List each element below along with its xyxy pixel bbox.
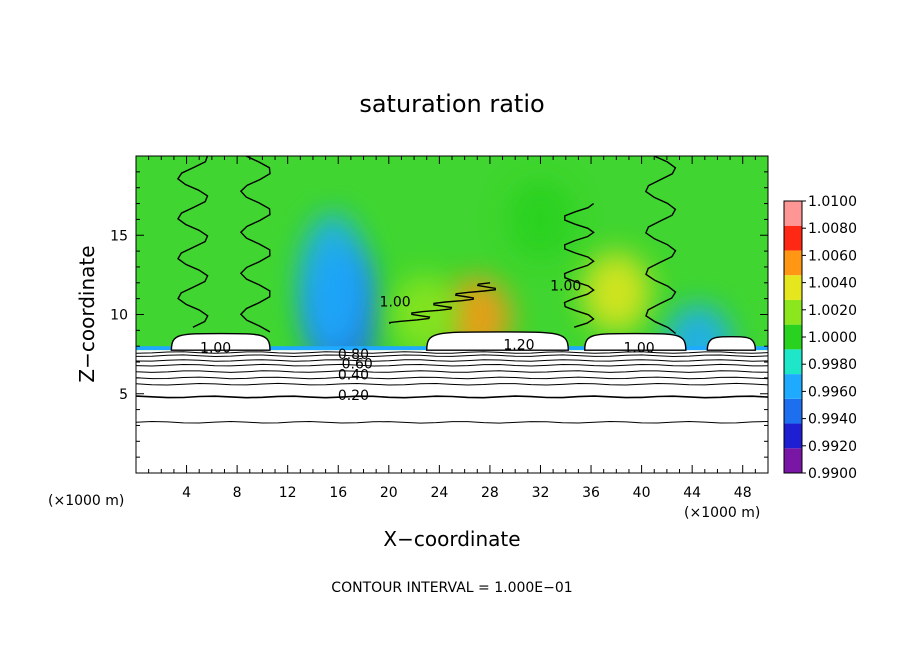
x-tick-label: 16 [329,485,347,501]
cloud-region [426,331,569,351]
x-tick-label: 8 [233,485,242,501]
saturation-contour [388,282,497,325]
stable-contour [136,376,768,380]
colorbar-segment [784,324,802,350]
saturation-contour [239,156,271,333]
contour-label: 0.60 [342,356,373,372]
saturation-contour [176,156,209,328]
x-tick-label: 4 [182,485,191,501]
contour-interval-note: CONTOUR INTERVAL = 1.000E−01 [331,580,572,596]
cloud-contour [706,335,757,351]
x-axis-label: X−coordinate [383,527,520,551]
contour-labels: 1.00 1.20 1.00 1.00 1.00 0.800.600.40 0.20 [200,279,655,404]
x-tick-label: 28 [481,485,499,501]
y-axis: 5 10 15 [110,171,768,458]
saturation-contour [563,203,595,328]
stable-contour [136,354,768,358]
colorbar-label: 0.9940 [808,412,857,428]
stable-contour [136,351,768,354]
stable-layer [136,350,768,473]
contour-label: 1.00 [623,341,654,357]
colorbar-label: 1.0020 [808,303,857,319]
colorbar-label: 0.9980 [808,357,857,373]
y-tick-label: 10 [110,308,128,324]
colorbar-label: 1.0080 [808,221,857,237]
contour-label: 0.20 [338,388,369,404]
cloud-contour [584,332,687,351]
field-feature [506,179,575,260]
colorbar-segment [784,225,802,251]
colorbar-label: 0.9900 [808,466,857,482]
colorbar-label: 1.0040 [808,276,857,292]
colorbar-label: 0.9960 [808,384,857,400]
colorbar-label: 0.9920 [808,439,857,455]
stable-contour [136,359,768,362]
colorbar-label: 1.0100 [808,194,857,210]
colorbar-segment [784,423,802,449]
colorbar-segment [784,299,802,325]
cloud-region [171,333,270,351]
x-tick-label: 44 [683,485,701,501]
x-axis: 4 8 12 16 20 24 28 32 36 40 44 48 [148,156,756,501]
colorbar-segment [784,374,802,399]
colorbar-segment [784,398,802,424]
colorbar-label: 1.0060 [808,248,857,264]
colorbar-segment [784,201,802,226]
colorbar-segment [784,275,802,300]
field-feature [582,252,651,333]
stable-contour [136,363,768,367]
contour-lines [136,156,768,424]
x-tick-label: 24 [430,485,448,501]
cloud-region [584,333,686,351]
contour-label: 1.00 [550,279,581,295]
x-tick-label: 20 [380,485,398,501]
plot-area: 1.00 1.20 1.00 1.00 1.00 0.800.600.40 0.20 [136,156,768,473]
cloud-regions [171,331,756,351]
stable-contour [136,370,768,373]
contour-label: 1.20 [503,337,534,353]
colorbar-segment [784,349,802,375]
stable-contour [136,382,768,386]
cloud-contour [426,331,569,351]
y-tick-label: 15 [110,228,128,244]
cloud-contour [170,332,271,351]
stable-contour [136,395,768,399]
x-tick-label: 40 [633,485,651,501]
y-tick-label: 5 [119,387,128,403]
cloud-region [707,336,756,351]
x-tick-label: 32 [532,485,550,501]
colorbar-label: 1.0000 [808,330,857,346]
x-unit-right: (×1000 m) [684,505,760,521]
contour-label: 0.40 [338,367,369,383]
colorbar-segment [784,250,802,276]
x-tick-label: 12 [279,485,297,501]
contour-label: 0.80 [338,347,369,363]
x-tick-label: 48 [734,485,752,501]
saturation-contour [644,156,677,335]
x-tick-label: 36 [582,485,600,501]
y-axis-label: Z−coordinate [75,245,99,382]
field-feature [299,212,368,353]
x-unit-left: (×1000 m) [48,493,124,509]
stable-contour [136,420,768,424]
colorbar: 0.9900 0.9920 0.9940 0.9960 0.9980 1.0000 1.00… [783,194,857,482]
contour-label: 1.00 [380,295,411,311]
chart-title: saturation ratio [359,90,544,118]
colorbar-segment [784,448,802,473]
contour-label: 1.00 [200,341,231,357]
